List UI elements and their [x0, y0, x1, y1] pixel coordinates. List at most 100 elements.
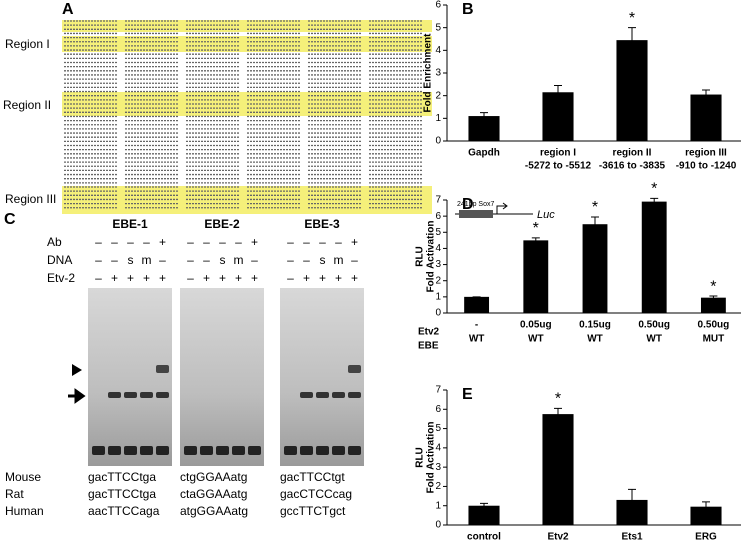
y-axis-label: Fold Enrichment [423, 33, 434, 113]
bar [641, 201, 667, 313]
y-tick-label: 7 [435, 195, 441, 206]
x-tick-label: WT [528, 334, 544, 345]
lane-symbol: – [95, 271, 102, 285]
row-label: DNA [47, 253, 72, 267]
significance-star: * [555, 391, 561, 408]
x-tick-label: WT [587, 334, 603, 345]
lane-symbol: – [303, 253, 310, 267]
lane-symbol: + [143, 271, 150, 285]
sequence: gccTTCTgct [280, 504, 346, 518]
y-tick-label: 4 [435, 45, 441, 56]
highlight [62, 36, 432, 52]
x-tick-label: region III [685, 148, 727, 159]
gel-band [108, 392, 121, 398]
lane-symbol: – [143, 235, 150, 249]
lane-symbol: + [127, 271, 134, 285]
bar [468, 505, 500, 525]
x-tick-label: region I [540, 148, 576, 159]
gel-band [348, 365, 361, 373]
x-tick-label: -910 to -1240 [676, 161, 737, 172]
gel-image [88, 288, 172, 466]
lane-symbol: – [111, 235, 118, 249]
y-tick-label: 3 [435, 259, 441, 270]
panel-letter: C [4, 211, 16, 228]
y-tick-label: 3 [435, 462, 441, 473]
significance-star: * [710, 278, 716, 295]
lane-symbol: + [203, 271, 210, 285]
gels [88, 288, 364, 466]
x-tick-label: region II [613, 148, 652, 159]
bar [690, 506, 722, 525]
y-tick-label: 1 [435, 291, 441, 302]
lane-symbol: + [303, 271, 310, 285]
region-label: Region I [5, 37, 50, 51]
x-tick-label: 0.50ug [638, 320, 670, 331]
inset-reporter: Luc [537, 209, 555, 221]
significance-star: * [629, 10, 635, 27]
x-tick-label: - [475, 320, 478, 331]
lane-symbol: m [334, 253, 344, 267]
x-tick-label: WT [646, 334, 662, 345]
lane-symbol: + [335, 271, 342, 285]
gel-band [92, 446, 105, 455]
lane-symbol: – [287, 235, 294, 249]
lane-symbol: – [303, 235, 310, 249]
lane-symbol: s [320, 253, 326, 267]
probe-label: EBE-2 [204, 217, 240, 231]
lane-symbol: – [187, 271, 194, 285]
y-tick-label: 3 [435, 68, 441, 79]
lane-symbol: – [187, 235, 194, 249]
error-bar [554, 84, 562, 100]
bar [582, 224, 608, 313]
lane-symbol: – [219, 235, 226, 249]
error-bar [702, 89, 710, 100]
y-tick-label: 0 [435, 520, 441, 531]
error-bar [591, 216, 599, 232]
y-tick-label: 5 [435, 22, 441, 33]
lane-symbol: – [127, 235, 134, 249]
gel-image [280, 288, 364, 466]
bar [690, 94, 722, 141]
gel-band [284, 446, 297, 455]
lane-symbol: + [219, 271, 226, 285]
bar [468, 116, 500, 141]
y-axis-label: RLU [415, 447, 426, 468]
gel-band [232, 446, 245, 455]
sequence-block [62, 20, 432, 214]
gel-band [108, 446, 121, 455]
gel-band [156, 446, 169, 455]
y-tick-label: 2 [435, 275, 441, 286]
species-name: Human [5, 504, 44, 518]
bar [542, 414, 574, 525]
row-label: Etv-2 [47, 271, 75, 285]
y-tick-label: 0 [435, 308, 441, 319]
lane-symbol: – [319, 235, 326, 249]
region-label: Region II [3, 98, 51, 112]
y-tick-label: 5 [435, 227, 441, 238]
lane-symbol: s [220, 253, 226, 267]
bar [700, 297, 726, 313]
significance-star: * [592, 199, 598, 216]
x-tick-label: Ets1 [621, 532, 643, 543]
species-name: Mouse [5, 470, 41, 484]
y-tick-label: 6 [435, 404, 441, 415]
lane-symbol: + [251, 271, 258, 285]
gel-band [200, 446, 213, 455]
error-bar [709, 295, 718, 300]
lane-symbol: – [335, 235, 342, 249]
x-tick-label: ERG [695, 532, 717, 543]
gel-band [300, 446, 313, 455]
error-bar [628, 488, 636, 512]
y-tick-label: 6 [435, 0, 441, 11]
panel-letter: E [462, 386, 473, 403]
lane-symbol: – [351, 253, 358, 267]
gel-band [124, 446, 137, 455]
sequence: ctaGGAAatg [180, 487, 247, 501]
sequence: gacTTCCtgt [280, 470, 345, 484]
gel-band [316, 392, 329, 398]
error-bar [554, 407, 562, 421]
gel-band [216, 446, 229, 455]
species-name: Rat [5, 487, 24, 501]
error-bar [650, 197, 659, 206]
